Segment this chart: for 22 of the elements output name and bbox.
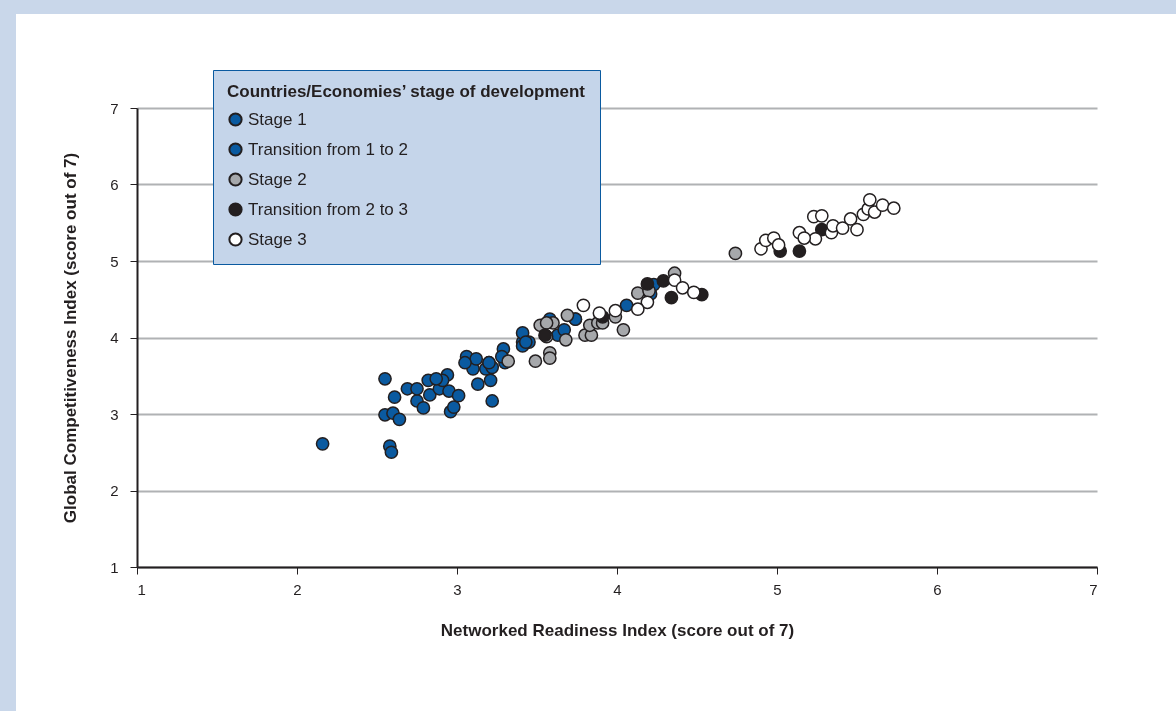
x-tick-label: 2 — [293, 580, 302, 598]
x-tick-label: 6 — [933, 580, 942, 598]
legend-title: Countries/Economies’ stage of development — [227, 82, 586, 101]
y-tick-label: 2 — [110, 482, 119, 499]
y-tick-label: 4 — [110, 329, 119, 346]
legend-label: Stage 2 — [248, 169, 307, 189]
y-tick-label: 5 — [110, 252, 119, 270]
x-tick-label: 3 — [453, 580, 462, 598]
y-tick-label: 1 — [110, 558, 119, 576]
x-tick-label: 5 — [773, 580, 782, 598]
x-tick-label: 1 — [137, 580, 146, 598]
x-tick-label: 7 — [1089, 580, 1098, 598]
y-tick-label: 3 — [110, 405, 119, 423]
legend-label: Transition from 1 to 2 — [248, 139, 408, 159]
y-axis-title: Global Competitiveness Index (score out of 7) — [61, 152, 81, 524]
x-axis-title: Networked Readiness Index (score out of 7) — [440, 620, 795, 640]
x-tick-label: 4 — [613, 580, 622, 598]
y-tick-label: 6 — [110, 176, 119, 193]
legend-label: Stage 1 — [248, 109, 307, 129]
legend-label: Stage 3 — [248, 229, 307, 249]
legend-label: Transition from 2 to 3 — [248, 199, 408, 219]
y-tick-label: 7 — [110, 99, 119, 117]
